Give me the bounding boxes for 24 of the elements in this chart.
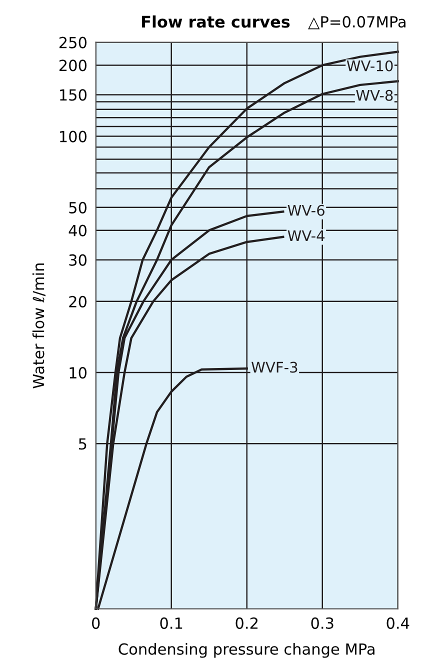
series-label: WV-6	[288, 204, 324, 216]
x-axis-title: Condensing pressure change MPa	[118, 643, 374, 658]
chart-subtitle: △P=0.07MPa	[308, 16, 406, 30]
y-tick-label: 200	[59, 60, 86, 72]
series-label: WVF-3	[252, 362, 298, 373]
x-tick-label: 0.1	[160, 617, 182, 629]
x-tick-label: 0	[92, 617, 100, 629]
y-axis-title: Water flow ℓ/min	[32, 264, 46, 388]
y-tick-label: 40	[68, 224, 86, 236]
series-label: WV-4	[288, 230, 325, 241]
x-tick-label: 0.3	[311, 617, 334, 629]
series-label: WV-10	[346, 60, 393, 72]
y-tick-label: 10	[70, 367, 86, 379]
y-tick-label: 250	[59, 36, 86, 48]
series-label: WV-8	[356, 90, 393, 101]
y-tick-label: 30	[69, 254, 86, 266]
x-tick-label: 0.4	[386, 617, 410, 629]
y-tick-label: 20	[69, 296, 86, 308]
chart-title: Flow rate curves	[142, 15, 290, 28]
y-tick-label: 5	[78, 438, 86, 450]
y-tick-label: 50	[69, 202, 86, 214]
x-tick-label: 0.2	[236, 617, 258, 629]
y-tick-label: 150	[60, 89, 86, 101]
y-tick-label: 100	[60, 130, 86, 142]
